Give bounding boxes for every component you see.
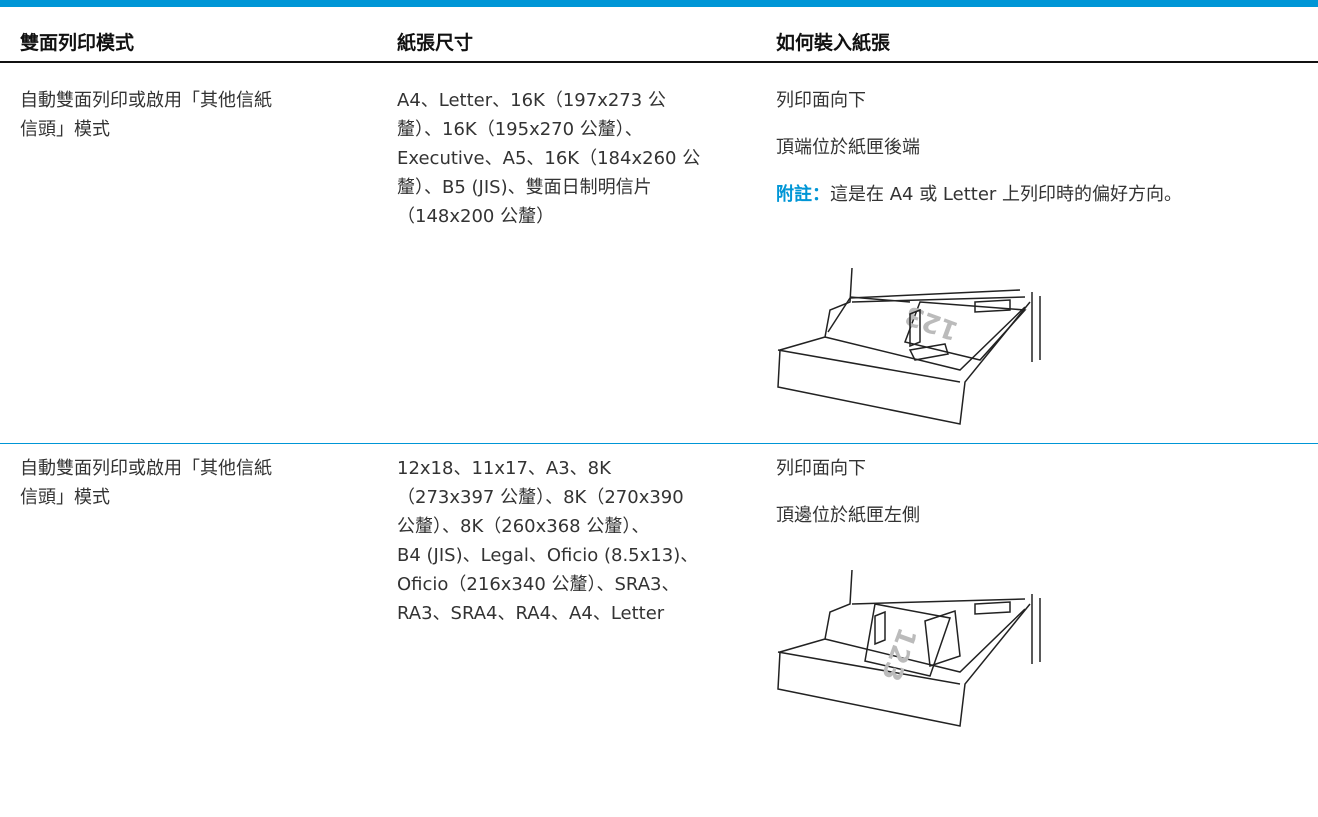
row-separator <box>0 443 1318 444</box>
size-text: 12x18、11x17、A3、8K <box>397 458 611 479</box>
sizes-cell: 12x18、11x17、A3、8K （273x397 公釐）、8K（270x390… <box>397 454 698 628</box>
note: 附註：這是在 A4 或 Letter 上列印時的偏好方向。 <box>776 180 1182 209</box>
mode-text: 自動雙面列印或啟用「其他信紙 <box>20 458 272 479</box>
sizes-cell: A4、Letter、16K（197x273 公釐）、16K（195x270 公釐… <box>397 86 700 231</box>
size-text: A4、Letter、16K（197x273 公 <box>397 90 666 111</box>
mode-text: 自動雙面列印或啟用「其他信紙 <box>20 90 272 111</box>
note-label: 附註： <box>776 184 830 205</box>
tray-illustration: 123 <box>777 267 1041 425</box>
size-text: Executive、A5、16K（184x260 公 <box>397 148 701 169</box>
mode-text: 信頭」模式 <box>20 487 110 508</box>
top-bar <box>0 0 1318 7</box>
size-text: 釐）、B5 (JIS)、雙面日制明信片 <box>397 177 652 198</box>
size-text: 公釐）、8K（260x368 公釐）、 <box>397 516 650 537</box>
load-cell: 列印面向下頂邊位於紙匣左側 <box>776 454 920 548</box>
tray-illustration: 123 <box>777 569 1041 727</box>
size-text: RA3、SRA4、RA4、A4、Letter <box>397 603 665 624</box>
header-rule <box>0 61 1318 63</box>
load-text: 頂邊位於紙匣左側 <box>776 505 920 526</box>
size-text: Oficio（216x340 公釐）、SRA3、 <box>397 574 680 595</box>
header-cell: 如何裝入紙張 <box>776 32 891 54</box>
mode-text: 信頭」模式 <box>20 119 110 140</box>
load-text: 列印面向下 <box>776 458 866 479</box>
mode-cell: 自動雙面列印或啟用「其他信紙 信頭」模式 <box>20 86 272 144</box>
size-text: （273x397 公釐）、8K（270x390 <box>397 487 684 508</box>
size-text: 釐）、16K（195x270 公釐）、 <box>397 119 643 140</box>
mode-cell: 自動雙面列印或啟用「其他信紙 信頭」模式 <box>20 454 272 512</box>
header-cell: 紙張尺寸 <box>397 32 474 54</box>
load-text: 頂端位於紙匣後端 <box>776 137 920 158</box>
load-cell: 列印面向下 頂端位於紙匣後端 附註：這是在 A4 或 Letter 上列印時的偏好方… <box>776 86 1182 227</box>
size-text: B4 (JIS)、Legal、Oficio (8.5x13)、 <box>397 545 699 566</box>
size-text: （148x200 公釐） <box>397 206 555 227</box>
header-cell: 雙面列印模式 <box>20 32 135 54</box>
note-text: 這是在 A4 或 Letter 上列印時的偏好方向。 <box>830 184 1183 205</box>
load-text: 列印面向下 <box>776 90 866 111</box>
